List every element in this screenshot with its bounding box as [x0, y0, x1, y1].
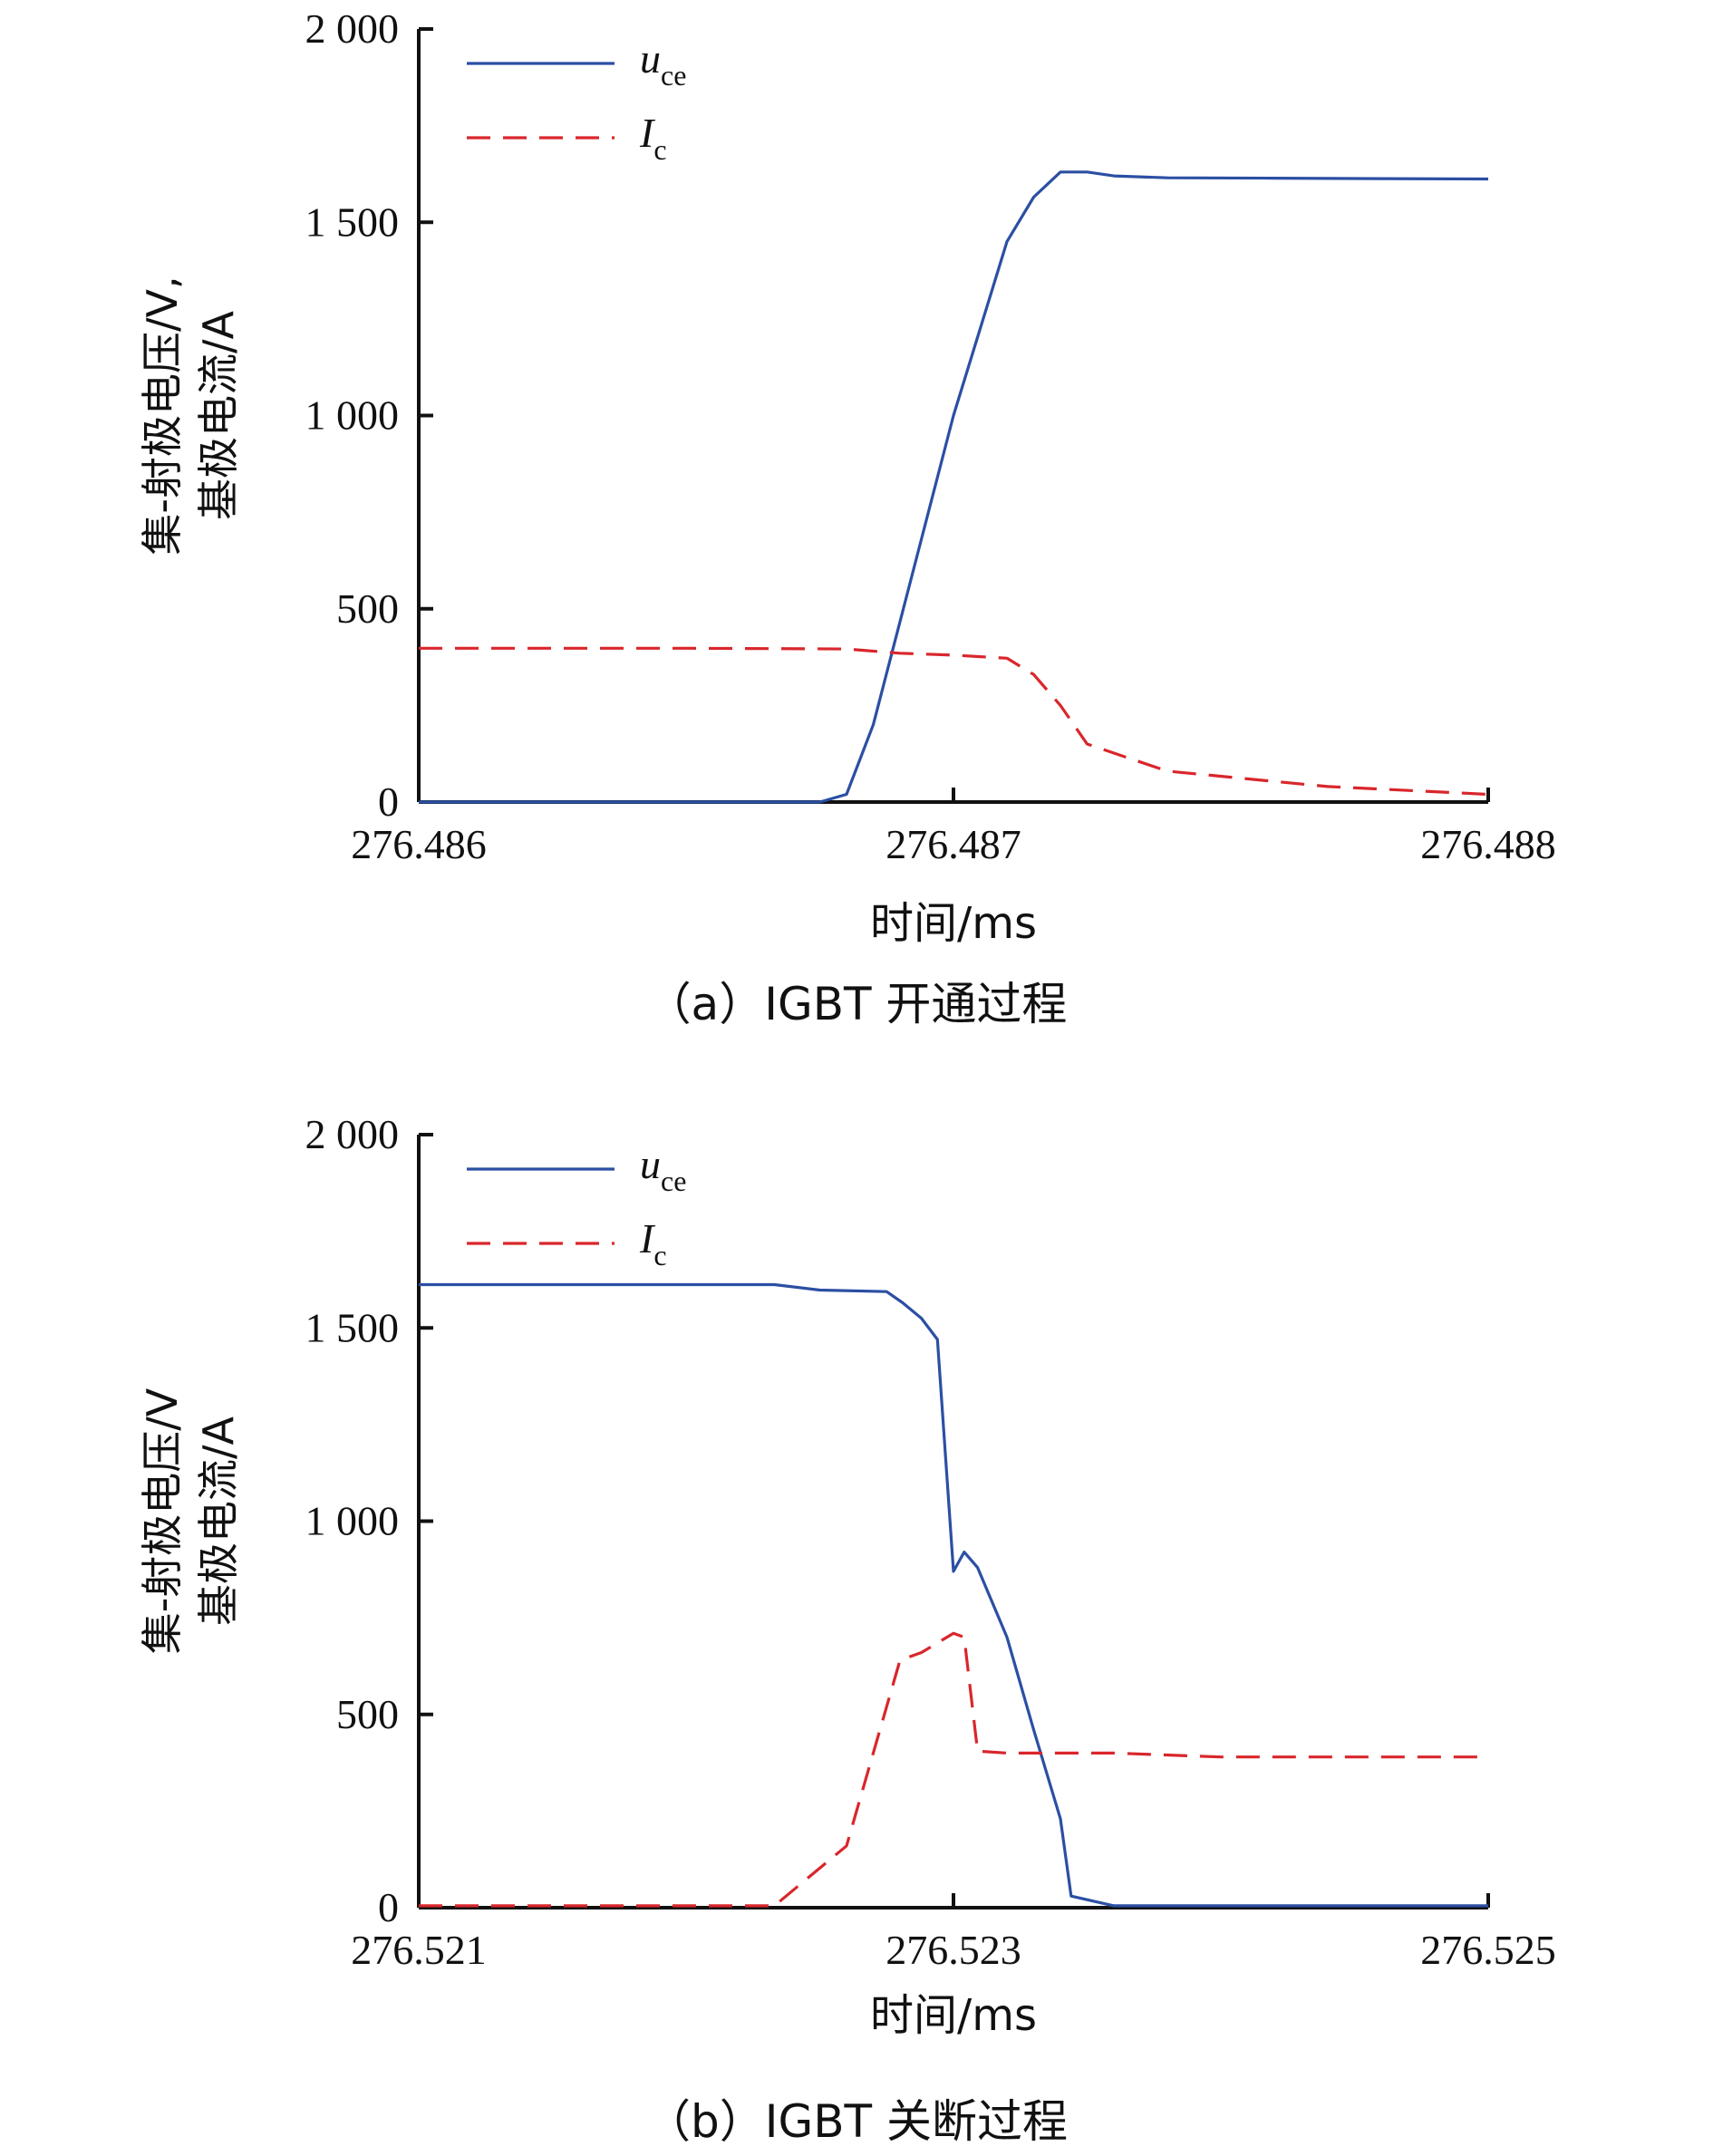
y-tick-label: 0 — [378, 778, 399, 825]
y-tick-label: 1 500 — [305, 198, 400, 245]
y-tick-label: 500 — [336, 585, 399, 632]
y-tick-label: 0 — [378, 1884, 399, 1930]
x-tick-label: 276.521 — [351, 1927, 487, 1973]
x-tick-label: 276.523 — [886, 1927, 1021, 1973]
x-tick-label: 276.487 — [886, 821, 1021, 867]
y-axis-label-line1: 集-射极电压/V — [138, 1387, 187, 1654]
figure-caption: （b）IGBT 关断过程 — [645, 2095, 1068, 2148]
y-tick-label: 1 000 — [305, 392, 400, 439]
x-tick-label: 276.525 — [1420, 1927, 1556, 1973]
chart-panel-b: 0 500 1 000 1 500 2 000 276.521 276.523 276.525… — [138, 1111, 1556, 2148]
x-tick-label: 276.486 — [351, 821, 487, 867]
legend-label: uce — [640, 1141, 686, 1197]
y-tick-label: 1 500 — [305, 1304, 400, 1350]
legend-label: uce — [640, 35, 686, 92]
y-tick-label: 500 — [336, 1691, 399, 1737]
x-axis-label: 时间/ms — [870, 898, 1037, 949]
legend-label: Ic — [639, 1215, 667, 1271]
x-tick-label: 276.488 — [1420, 821, 1556, 867]
chart-panel-a: 0 500 1 000 1 500 2 000 276.486 276.487 276.488… — [138, 5, 1556, 1030]
y-tick-label: 1 000 — [305, 1498, 400, 1544]
y-axis-label-line2: 基极电流/A — [194, 1416, 243, 1625]
y-axis-label-line1: 集-射极电压/V, — [138, 276, 187, 555]
figure-caption: （a）IGBT 开通过程 — [646, 978, 1068, 1030]
legend-label: Ic — [639, 110, 667, 166]
series-line-uce — [419, 1282, 1488, 1908]
x-axis-label: 时间/ms — [870, 1990, 1037, 2041]
series-line-Ic — [419, 646, 1489, 797]
y-axis-label-line2: 基极电流/A — [194, 310, 243, 519]
y-tick-label: 2 000 — [305, 5, 400, 52]
y-tick-label: 2 000 — [305, 1111, 400, 1157]
series-line-Ic — [419, 1631, 1488, 1908]
series-line-uce — [419, 170, 1489, 804]
